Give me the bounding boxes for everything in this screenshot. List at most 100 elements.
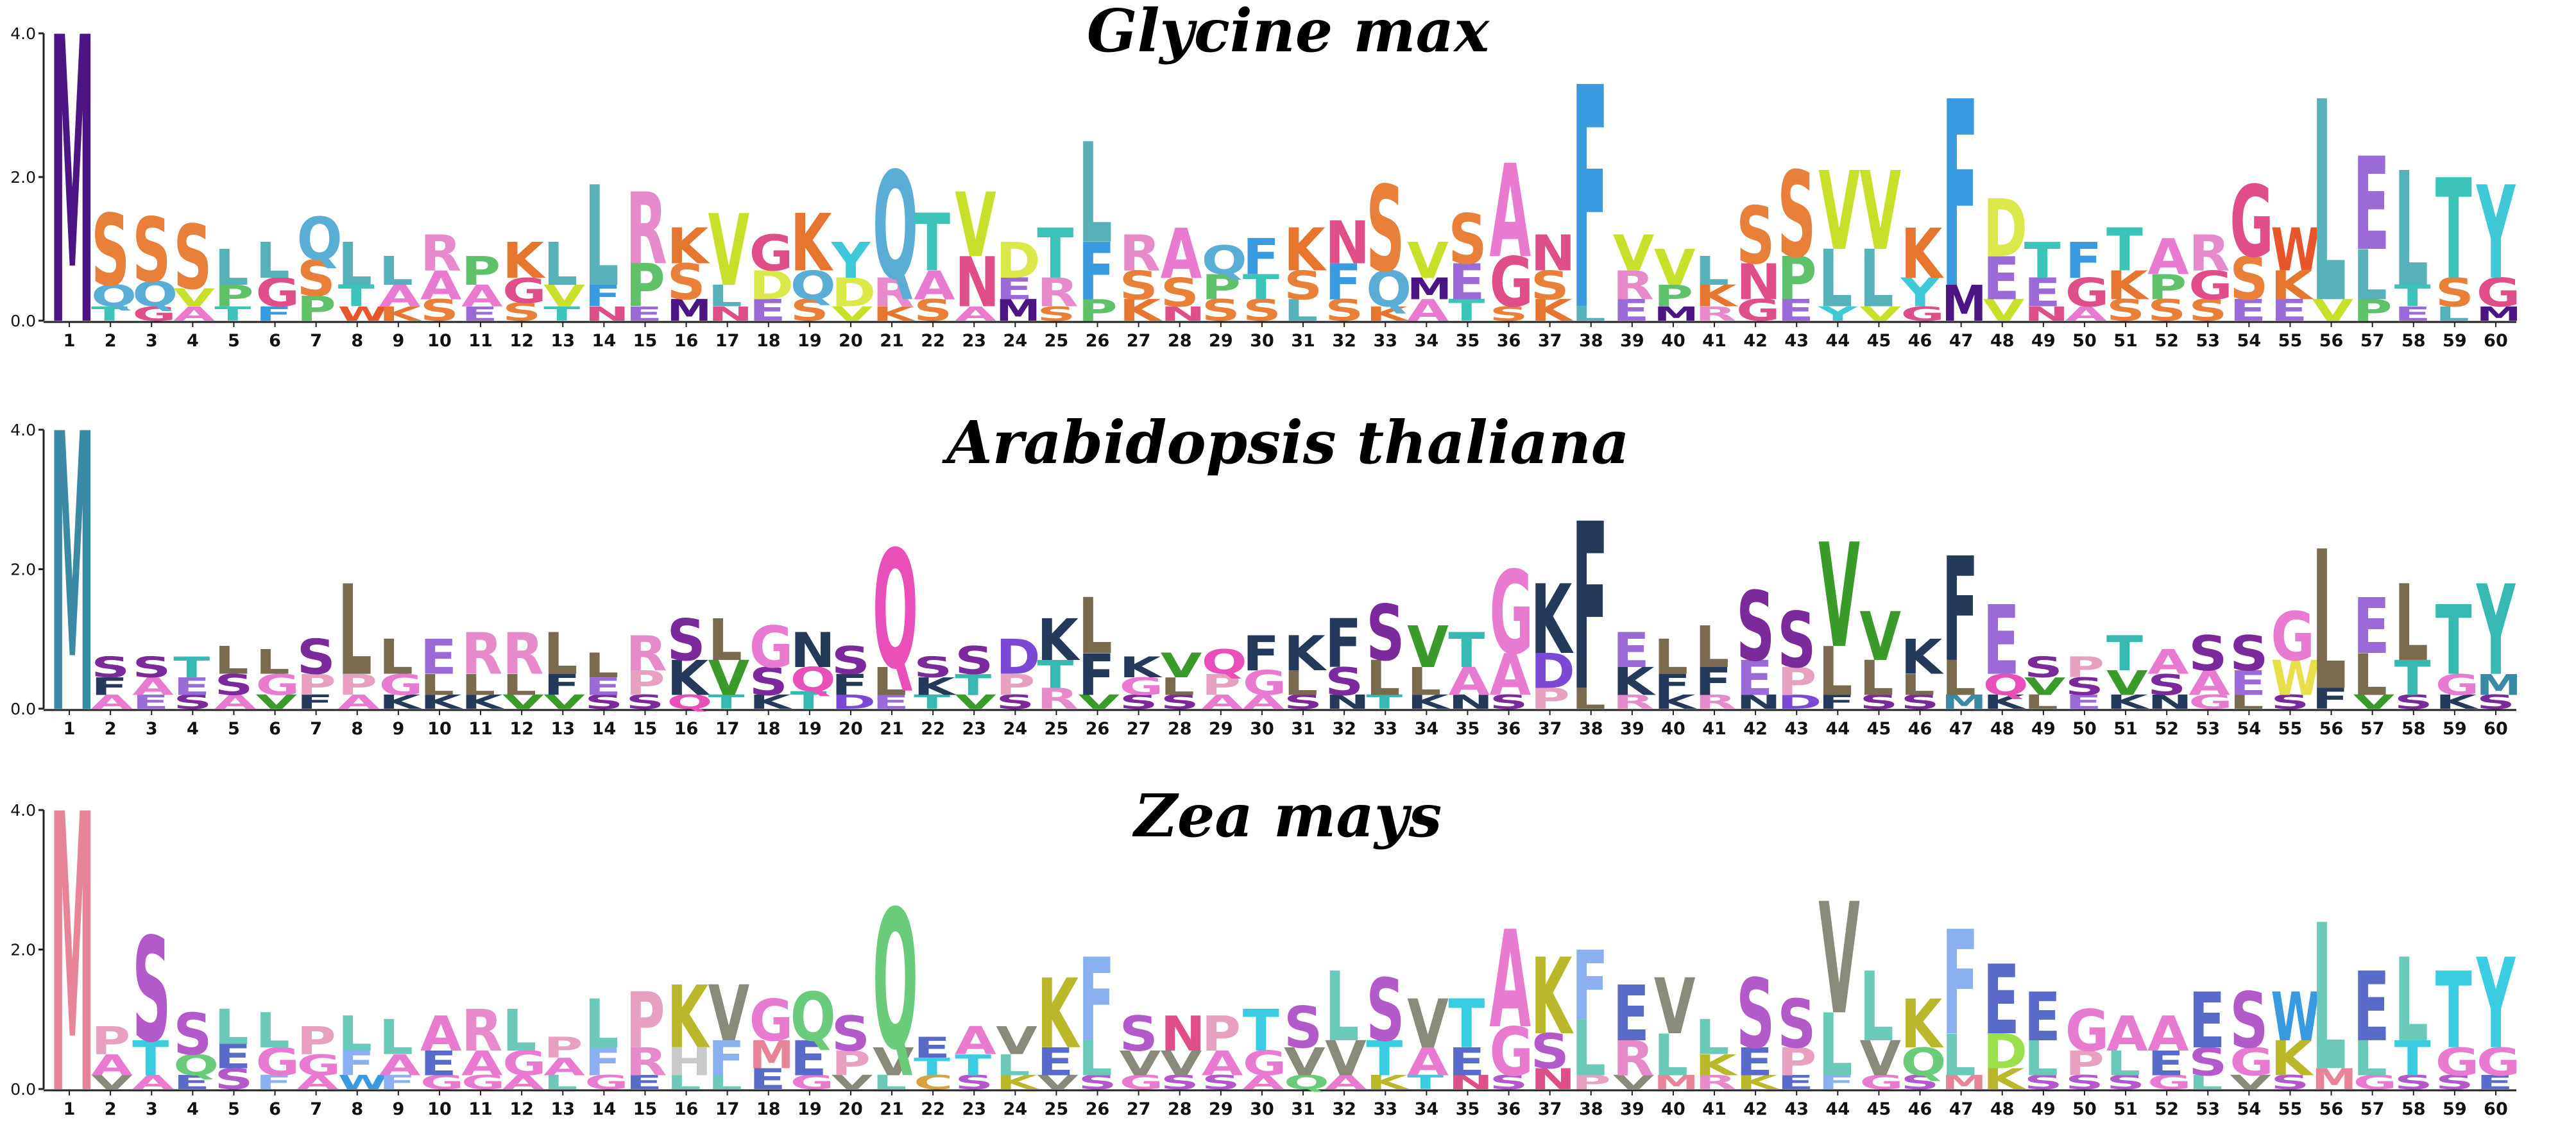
x-tick-label: 49 — [2031, 1099, 2056, 1119]
logo-letter-glyph: S — [1777, 986, 1816, 1063]
logo-letter-s: S — [2230, 626, 2268, 682]
logo-letter-glyph: L — [214, 1000, 248, 1056]
logo-letter-s: S — [132, 651, 171, 684]
logo-letter-g: G — [2065, 270, 2110, 316]
logo-letter-glyph: R — [1613, 1031, 1654, 1087]
logo-letter-f: F — [338, 1044, 375, 1083]
logo-letter-e: E — [1983, 586, 2020, 697]
logo-letter-glyph: S — [1161, 691, 1199, 713]
y-tick-label: 4.0 — [10, 421, 36, 439]
logo-letter-a: A — [91, 691, 133, 713]
logo-letter-glyph: K — [1366, 1071, 1410, 1094]
logo-letter-t: T — [955, 1049, 991, 1082]
logo-letter-g: G — [2435, 1040, 2480, 1085]
logo-letter-e: E — [132, 691, 169, 713]
logo-letter-s: S — [2147, 293, 2186, 328]
logo-letter-n: N — [1161, 1006, 1206, 1062]
logo-letter-q: Q — [790, 661, 836, 700]
logo-letter-m: M — [1654, 1071, 1699, 1094]
logo-letter-p: P — [1079, 293, 1118, 328]
logo-letter-glyph: M — [1654, 303, 1699, 326]
logo-letter-glyph: L — [1284, 664, 1318, 703]
logo-letter-l: L — [420, 668, 454, 702]
logo-letter-glyph: L — [2230, 691, 2264, 713]
logo-letter-glyph: S — [2147, 293, 2186, 328]
logo-letter-glyph: V — [2312, 293, 2354, 328]
logo-letter-glyph: A — [214, 691, 256, 713]
logo-letter-a: A — [1490, 643, 1531, 709]
logo-letter-glyph: P — [2065, 651, 2104, 684]
x-tick-label: 48 — [1990, 719, 2015, 739]
logo-letter-y: Y — [2476, 160, 2516, 308]
x-tick-label: 34 — [1415, 1099, 1439, 1119]
logo-letter-s: S — [1490, 691, 1528, 713]
logo-letter-glyph: K — [1284, 215, 1327, 285]
logo-letter-a: A — [2147, 643, 2189, 682]
x-tick-label: 16 — [674, 719, 699, 739]
logo-letter-p: P — [2065, 651, 2104, 684]
logo-letter-glyph: E — [873, 691, 909, 713]
logo-letter-glyph: V — [91, 1071, 133, 1094]
logo-letter-glyph: V — [1161, 1044, 1202, 1083]
logo-letter-glyph: F — [1654, 668, 1691, 702]
logo-letter-m: M — [50, 0, 95, 414]
logo-letter-glyph: N — [584, 303, 629, 326]
logo-letter-glyph: V — [1859, 598, 1901, 676]
logo-letter-l: L — [379, 249, 413, 294]
logo-letter-glyph: V — [1037, 1071, 1079, 1094]
logo-letter-f: F — [1243, 626, 1279, 682]
logo-letter-n: N — [1448, 1071, 1493, 1094]
x-tick-label: 44 — [1826, 331, 1850, 351]
logo-letter-glyph: G — [297, 1049, 341, 1082]
logo-letter-glyph: T — [2435, 586, 2472, 697]
logo-letter-g: G — [2230, 1040, 2274, 1085]
logo-letter-glyph: K — [1983, 1063, 2026, 1096]
logo-letter-m: M — [1942, 276, 1987, 333]
logo-letter-f: F — [1079, 226, 1115, 318]
logo-letter-glyph: Q — [1284, 1071, 1329, 1094]
logo-letter-glyph: A — [91, 1049, 133, 1082]
logo-letter-l: L — [584, 158, 618, 317]
x-tick-label: 37 — [1538, 1099, 1562, 1119]
logo-letter-glyph: E — [2065, 691, 2102, 713]
x-tick-label: 3 — [146, 1099, 158, 1119]
x-tick-label: 36 — [1497, 719, 1521, 739]
x-tick-label: 28 — [1168, 1099, 1192, 1119]
logo-letter-glyph: S — [1037, 303, 1075, 326]
logo-letter-glyph: S — [2435, 1071, 2474, 1094]
logo-letter-l: L — [667, 1071, 701, 1094]
logo-letter-glyph: S — [1120, 1006, 1158, 1062]
logo-letter-v: V — [1859, 149, 1901, 275]
logo-letter-s: S — [914, 293, 952, 328]
logo-letter-e: E — [2188, 977, 2225, 1066]
logo-letter-m: M — [2477, 668, 2521, 702]
logo-letter-glyph: S — [2106, 293, 2145, 328]
logo-letter-t: T — [2106, 626, 2143, 682]
logo-letter-glyph: Q — [173, 1049, 219, 1082]
logo-letter-t: T — [173, 651, 210, 684]
logo-letter-glyph: A — [955, 1019, 996, 1063]
logo-letter-glyph: D — [1983, 183, 2027, 275]
logo-letter-glyph: V — [1613, 225, 1655, 282]
logo-letter-glyph: E — [2230, 664, 2266, 703]
logo-letter-l: L — [502, 999, 536, 1065]
logo-letter-glyph: S — [1284, 263, 1322, 308]
x-tick-label: 10 — [427, 1099, 452, 1119]
x-tick-label: 24 — [1003, 719, 1028, 739]
logo-letter-s: S — [955, 1071, 993, 1094]
logo-letter-glyph: V — [1859, 303, 1901, 326]
logo-letter-d: D — [1531, 644, 1575, 700]
logo-letter-glyph: E — [1448, 1040, 1485, 1085]
logo-letter-t: T — [1243, 267, 1279, 308]
logo-letter-s: S — [173, 691, 212, 713]
x-tick-label: 1 — [64, 331, 76, 351]
logo-letter-glyph: S — [173, 1002, 212, 1068]
x-tick-label: 52 — [2154, 1099, 2179, 1119]
logo-letter-glyph: G — [584, 1071, 629, 1094]
logo-letter-k: K — [2271, 1031, 2314, 1087]
logo-letter-n: N — [1325, 208, 1370, 277]
logo-letter-glyph: W — [2271, 979, 2320, 1056]
logo-letter-s: S — [91, 194, 130, 308]
logo-letter-glyph: L — [214, 639, 248, 683]
logo-letter-q: Q — [91, 279, 137, 314]
